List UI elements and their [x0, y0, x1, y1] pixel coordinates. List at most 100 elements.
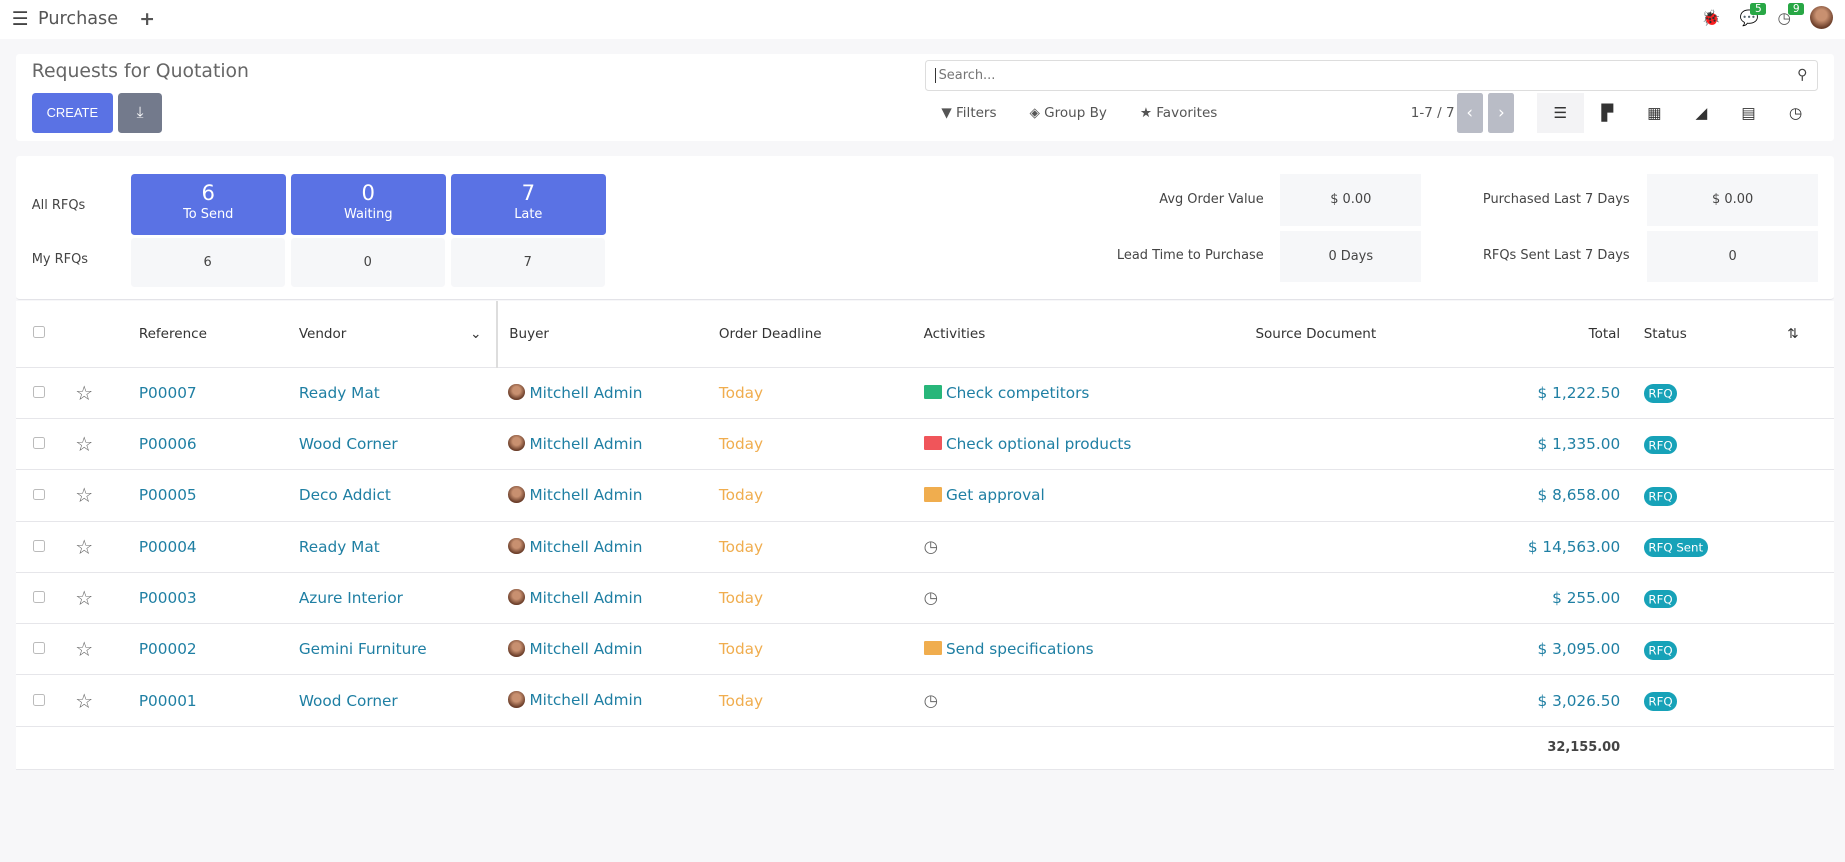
pager-next-button[interactable]: ›	[1488, 92, 1515, 133]
row-checkbox[interactable]	[32, 385, 45, 398]
my-waiting[interactable]: 0	[290, 237, 445, 288]
header-activities[interactable]: Activities	[923, 325, 986, 342]
menu-icon[interactable]: ☰	[11, 8, 29, 30]
star-icon[interactable]: ☆	[75, 688, 94, 713]
vendor-cell[interactable]: Ready Mat	[298, 520, 497, 573]
buyer-cell[interactable]: Mitchell Admin	[496, 623, 719, 675]
activities-cell: ◷	[923, 520, 1256, 573]
header-total[interactable]: Total	[1588, 325, 1621, 342]
search-icon[interactable]: ⚲	[1797, 67, 1808, 84]
clock-icon[interactable]: ◷	[923, 691, 938, 711]
calendar-view-icon[interactable]: ▤	[1741, 103, 1756, 122]
header-reference[interactable]: Reference	[138, 325, 207, 342]
star-icon[interactable]: ☆	[75, 637, 94, 662]
vendor-cell[interactable]: Wood Corner	[298, 674, 497, 727]
row-checkbox[interactable]	[32, 437, 45, 450]
table-row[interactable]: ☆ P00002 Gemini Furniture Mitchell Admin…	[16, 623, 1835, 675]
tile-to-send[interactable]: 6 To Send	[130, 174, 286, 236]
header-deadline[interactable]: Order Deadline	[718, 325, 822, 342]
row-checkbox[interactable]	[32, 591, 45, 603]
pager-previous-button[interactable]: ‹	[1456, 92, 1483, 133]
star-icon[interactable]: ☆	[75, 585, 94, 610]
reference-cell[interactable]: P00001	[138, 674, 299, 727]
reference-cell[interactable]: P00003	[138, 571, 299, 624]
my-late[interactable]: 7	[450, 237, 605, 288]
buyer-cell[interactable]: Mitchell Admin	[496, 417, 719, 470]
my-to-send[interactable]: 6	[130, 237, 285, 288]
activity-label: Check competitors	[945, 383, 1090, 402]
plus-icon[interactable]: +	[139, 8, 156, 30]
activities-button[interactable]: ◷ 9	[1777, 2, 1805, 27]
star-icon[interactable]: ☆	[75, 380, 94, 405]
table-row[interactable]: ☆ P00005 Deco Addict Mitchell Admin Toda…	[16, 469, 1835, 521]
select-all-checkbox[interactable]	[32, 326, 45, 338]
table-row[interactable]: ☆ P00003 Azure Interior Mitchell Admin T…	[16, 571, 1835, 624]
search-input[interactable]	[935, 67, 1798, 83]
user-avatar[interactable]	[1809, 5, 1834, 30]
tile-late[interactable]: 7 Late	[450, 174, 606, 236]
total-cell: $ 1,222.50	[1479, 366, 1621, 419]
status-badge: RFQ	[1643, 640, 1678, 660]
vendor-cell[interactable]: Ready Mat	[298, 366, 497, 419]
star-icon[interactable]: ☆	[75, 534, 94, 559]
clock-icon[interactable]: ◷	[923, 537, 938, 557]
vendor-cell[interactable]: Deco Addict	[298, 469, 497, 521]
buyer-cell[interactable]: Mitchell Admin	[496, 469, 719, 521]
kanban-view-icon[interactable]: ▛	[1601, 103, 1614, 122]
activity-link[interactable]: Check competitors	[923, 383, 1090, 402]
group-by-button[interactable]: ◈ Group By	[1029, 104, 1107, 121]
activity-link[interactable]: Get approval	[923, 486, 1045, 504]
bug-icon[interactable]: 🐞	[1701, 8, 1721, 27]
buyer-cell[interactable]: Mitchell Admin	[496, 674, 719, 727]
source-cell	[1255, 469, 1479, 521]
activity-link[interactable]: Check optional products	[923, 435, 1131, 453]
reference-cell[interactable]: P00005	[138, 469, 299, 521]
table-row[interactable]: ☆ P00006 Wood Corner Mitchell Admin Toda…	[16, 417, 1835, 470]
vendor-cell[interactable]: Gemini Furniture	[298, 623, 497, 675]
header-vendor[interactable]: Vendor ⌄	[298, 301, 498, 368]
favorites-button[interactable]: ★ Favorites	[1139, 104, 1218, 121]
control-panel: Requests for Quotation CREATE ⤓ ⚲ ▼ Filt…	[16, 54, 1835, 142]
total-cell: $ 8,658.00	[1479, 469, 1621, 521]
buyer-cell[interactable]: Mitchell Admin	[496, 366, 719, 419]
row-checkbox[interactable]	[32, 539, 45, 552]
star-icon[interactable]: ☆	[75, 432, 94, 457]
reference-cell[interactable]: P00002	[138, 623, 299, 675]
source-cell	[1255, 520, 1479, 573]
header-buyer[interactable]: Buyer	[509, 325, 549, 342]
vendor-cell[interactable]: Azure Interior	[298, 571, 497, 624]
source-cell	[1255, 674, 1479, 727]
pager-value[interactable]: 1-7 / 7	[1410, 104, 1455, 121]
download-button[interactable]: ⤓	[117, 92, 163, 133]
clock-icon[interactable]: ◷	[923, 588, 938, 608]
table-row[interactable]: ☆ P00007 Ready Mat Mitchell Admin Today …	[16, 366, 1835, 419]
row-checkbox[interactable]	[32, 488, 45, 501]
filters-button[interactable]: ▼ Filters	[941, 104, 997, 121]
messages-button[interactable]: 💬 5	[1740, 2, 1767, 27]
list-view-icon[interactable]: ☰	[1536, 92, 1584, 133]
star-icon[interactable]: ☆	[75, 483, 94, 508]
clock-icon: ◷	[1777, 8, 1791, 27]
row-checkbox[interactable]	[32, 642, 45, 655]
optional-columns-icon[interactable]: ⇅	[1787, 325, 1799, 342]
table-row[interactable]: ☆ P00001 Wood Corner Mitchell Admin Toda…	[16, 674, 1835, 727]
create-button[interactable]: CREATE	[31, 92, 113, 133]
reference-cell[interactable]: P00007	[138, 366, 299, 419]
reference-cell[interactable]: P00006	[138, 417, 299, 470]
buyer-avatar	[508, 537, 525, 555]
tile-waiting[interactable]: 0 Waiting	[290, 174, 446, 236]
buyer-cell[interactable]: Mitchell Admin	[496, 571, 719, 624]
reference-cell[interactable]: P00004	[138, 520, 299, 573]
graph-view-icon[interactable]: ◢	[1695, 103, 1708, 122]
vendor-cell[interactable]: Wood Corner	[298, 417, 497, 470]
activity-view-icon[interactable]: ◷	[1788, 103, 1803, 122]
header-status[interactable]: Status	[1643, 325, 1687, 342]
header-source[interactable]: Source Document	[1255, 325, 1377, 342]
buyer-cell[interactable]: Mitchell Admin	[496, 520, 719, 573]
app-title[interactable]: Purchase	[38, 9, 119, 30]
status-badge: RFQ	[1643, 589, 1678, 609]
table-row[interactable]: ☆ P00004 Ready Mat Mitchell Admin Today …	[16, 520, 1835, 573]
row-checkbox[interactable]	[32, 693, 45, 706]
activity-link[interactable]: Send specifications	[923, 640, 1094, 658]
pivot-view-icon[interactable]: ▦	[1647, 103, 1662, 122]
